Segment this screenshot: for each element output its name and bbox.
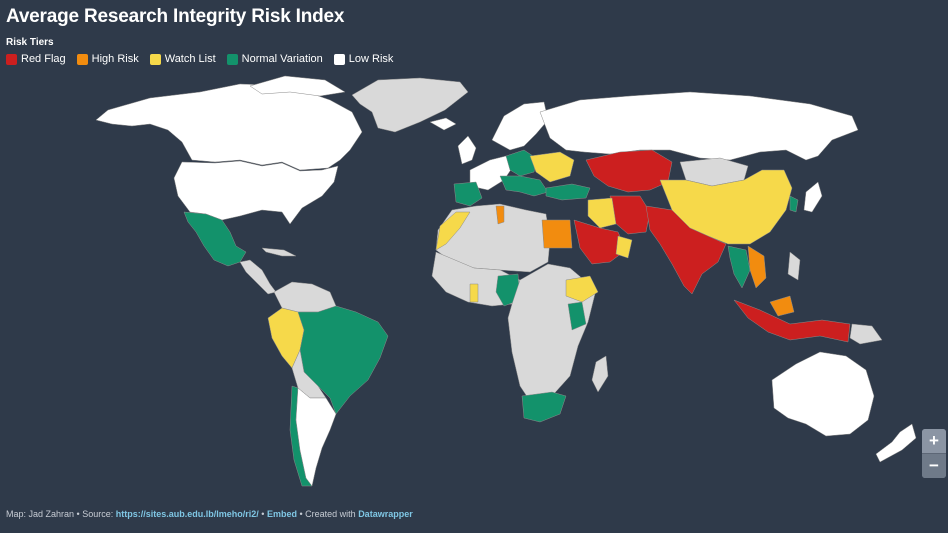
region-australia[interactable] [771, 351, 875, 437]
region-myanmar-thailand[interactable] [727, 245, 751, 289]
legend-swatch [76, 53, 88, 65]
region-saudi-arabia[interactable] [573, 219, 627, 265]
region-iran[interactable] [609, 195, 651, 235]
footer-created: • Created with [299, 509, 356, 519]
embed-link[interactable]: Embed [266, 509, 297, 519]
datawrapper-link[interactable]: Datawrapper [358, 509, 413, 519]
region-eastern-europe[interactable] [529, 151, 575, 183]
legend-label: Normal Variation [241, 53, 323, 65]
region-russia[interactable] [539, 91, 859, 161]
legend-label: Watch List [164, 53, 216, 65]
region-iraq[interactable] [587, 197, 617, 229]
legend-label: Low Risk [348, 53, 394, 65]
region-vietnam[interactable] [747, 245, 767, 289]
region-canada-alaska[interactable] [95, 83, 363, 171]
region-indonesia[interactable] [733, 299, 851, 343]
legend-item-red-flag: Red Flag [6, 53, 66, 65]
source-link[interactable]: https://sites.aub.edu.lb/lmeho/ri2/ [115, 509, 259, 519]
legend-swatch [6, 53, 17, 65]
region-central-asia[interactable] [585, 149, 673, 193]
region-gulf[interactable] [615, 235, 633, 259]
chart-title: Average Research Integrity Risk Index [6, 6, 345, 27]
region-caribbean[interactable] [261, 247, 297, 257]
legend-swatch [226, 53, 238, 65]
region-malaysia-borneo[interactable] [769, 295, 795, 317]
footer-separator: • [261, 509, 265, 519]
region-iberia[interactable] [453, 181, 483, 207]
legend-swatch [333, 53, 345, 65]
region-morocco[interactable] [435, 211, 471, 251]
footer: Map: Jad Zahran • Source: https://sites.… [6, 509, 413, 519]
footer-credit: Map: Jad Zahran • Source: [6, 509, 114, 519]
zoom-controls: + − [922, 429, 946, 478]
region-central-europe[interactable] [505, 149, 537, 177]
region-scandinavia[interactable] [491, 101, 549, 151]
world-map[interactable] [0, 70, 948, 500]
region-uk-ireland[interactable] [457, 135, 477, 165]
region-madagascar[interactable] [591, 355, 609, 393]
legend-item-low-risk: Low Risk [333, 53, 394, 65]
region-new-zealand[interactable] [875, 423, 917, 463]
region-northern-south-america[interactable] [273, 281, 337, 313]
region-south-asia[interactable] [645, 205, 727, 295]
region-ghana[interactable] [469, 283, 479, 303]
region-kenya[interactable] [567, 301, 587, 331]
legend-item-normal-variation: Normal Variation [226, 53, 323, 65]
region-arctic-islands[interactable] [249, 75, 346, 97]
region-egypt[interactable] [541, 219, 573, 249]
region-argentina[interactable] [295, 387, 337, 487]
legend: Red Flag High Risk Watch List Normal Var… [6, 53, 393, 65]
region-iceland[interactable] [429, 117, 457, 131]
legend-label: Red Flag [21, 53, 66, 65]
region-ethiopia[interactable] [565, 275, 599, 303]
region-tunisia[interactable] [495, 205, 505, 225]
region-korea[interactable] [789, 195, 799, 213]
region-papua-new-guinea[interactable] [849, 323, 883, 345]
region-turkey[interactable] [545, 183, 591, 201]
legend-item-high-risk: High Risk [76, 53, 139, 65]
zoom-in-button[interactable]: + [922, 429, 946, 453]
zoom-out-button[interactable]: − [922, 453, 946, 478]
region-central-america[interactable] [239, 259, 277, 295]
region-greenland[interactable] [351, 77, 469, 133]
region-mexico[interactable] [183, 211, 247, 267]
legend-item-watch-list: Watch List [149, 53, 216, 65]
region-south-africa[interactable] [521, 391, 567, 423]
region-italy-balkans[interactable] [499, 175, 549, 197]
legend-heading: Risk Tiers [6, 37, 54, 48]
region-usa[interactable] [173, 160, 339, 225]
legend-swatch [149, 53, 161, 65]
region-japan[interactable] [803, 181, 823, 213]
region-philippines[interactable] [787, 251, 801, 281]
legend-label: High Risk [91, 53, 139, 65]
